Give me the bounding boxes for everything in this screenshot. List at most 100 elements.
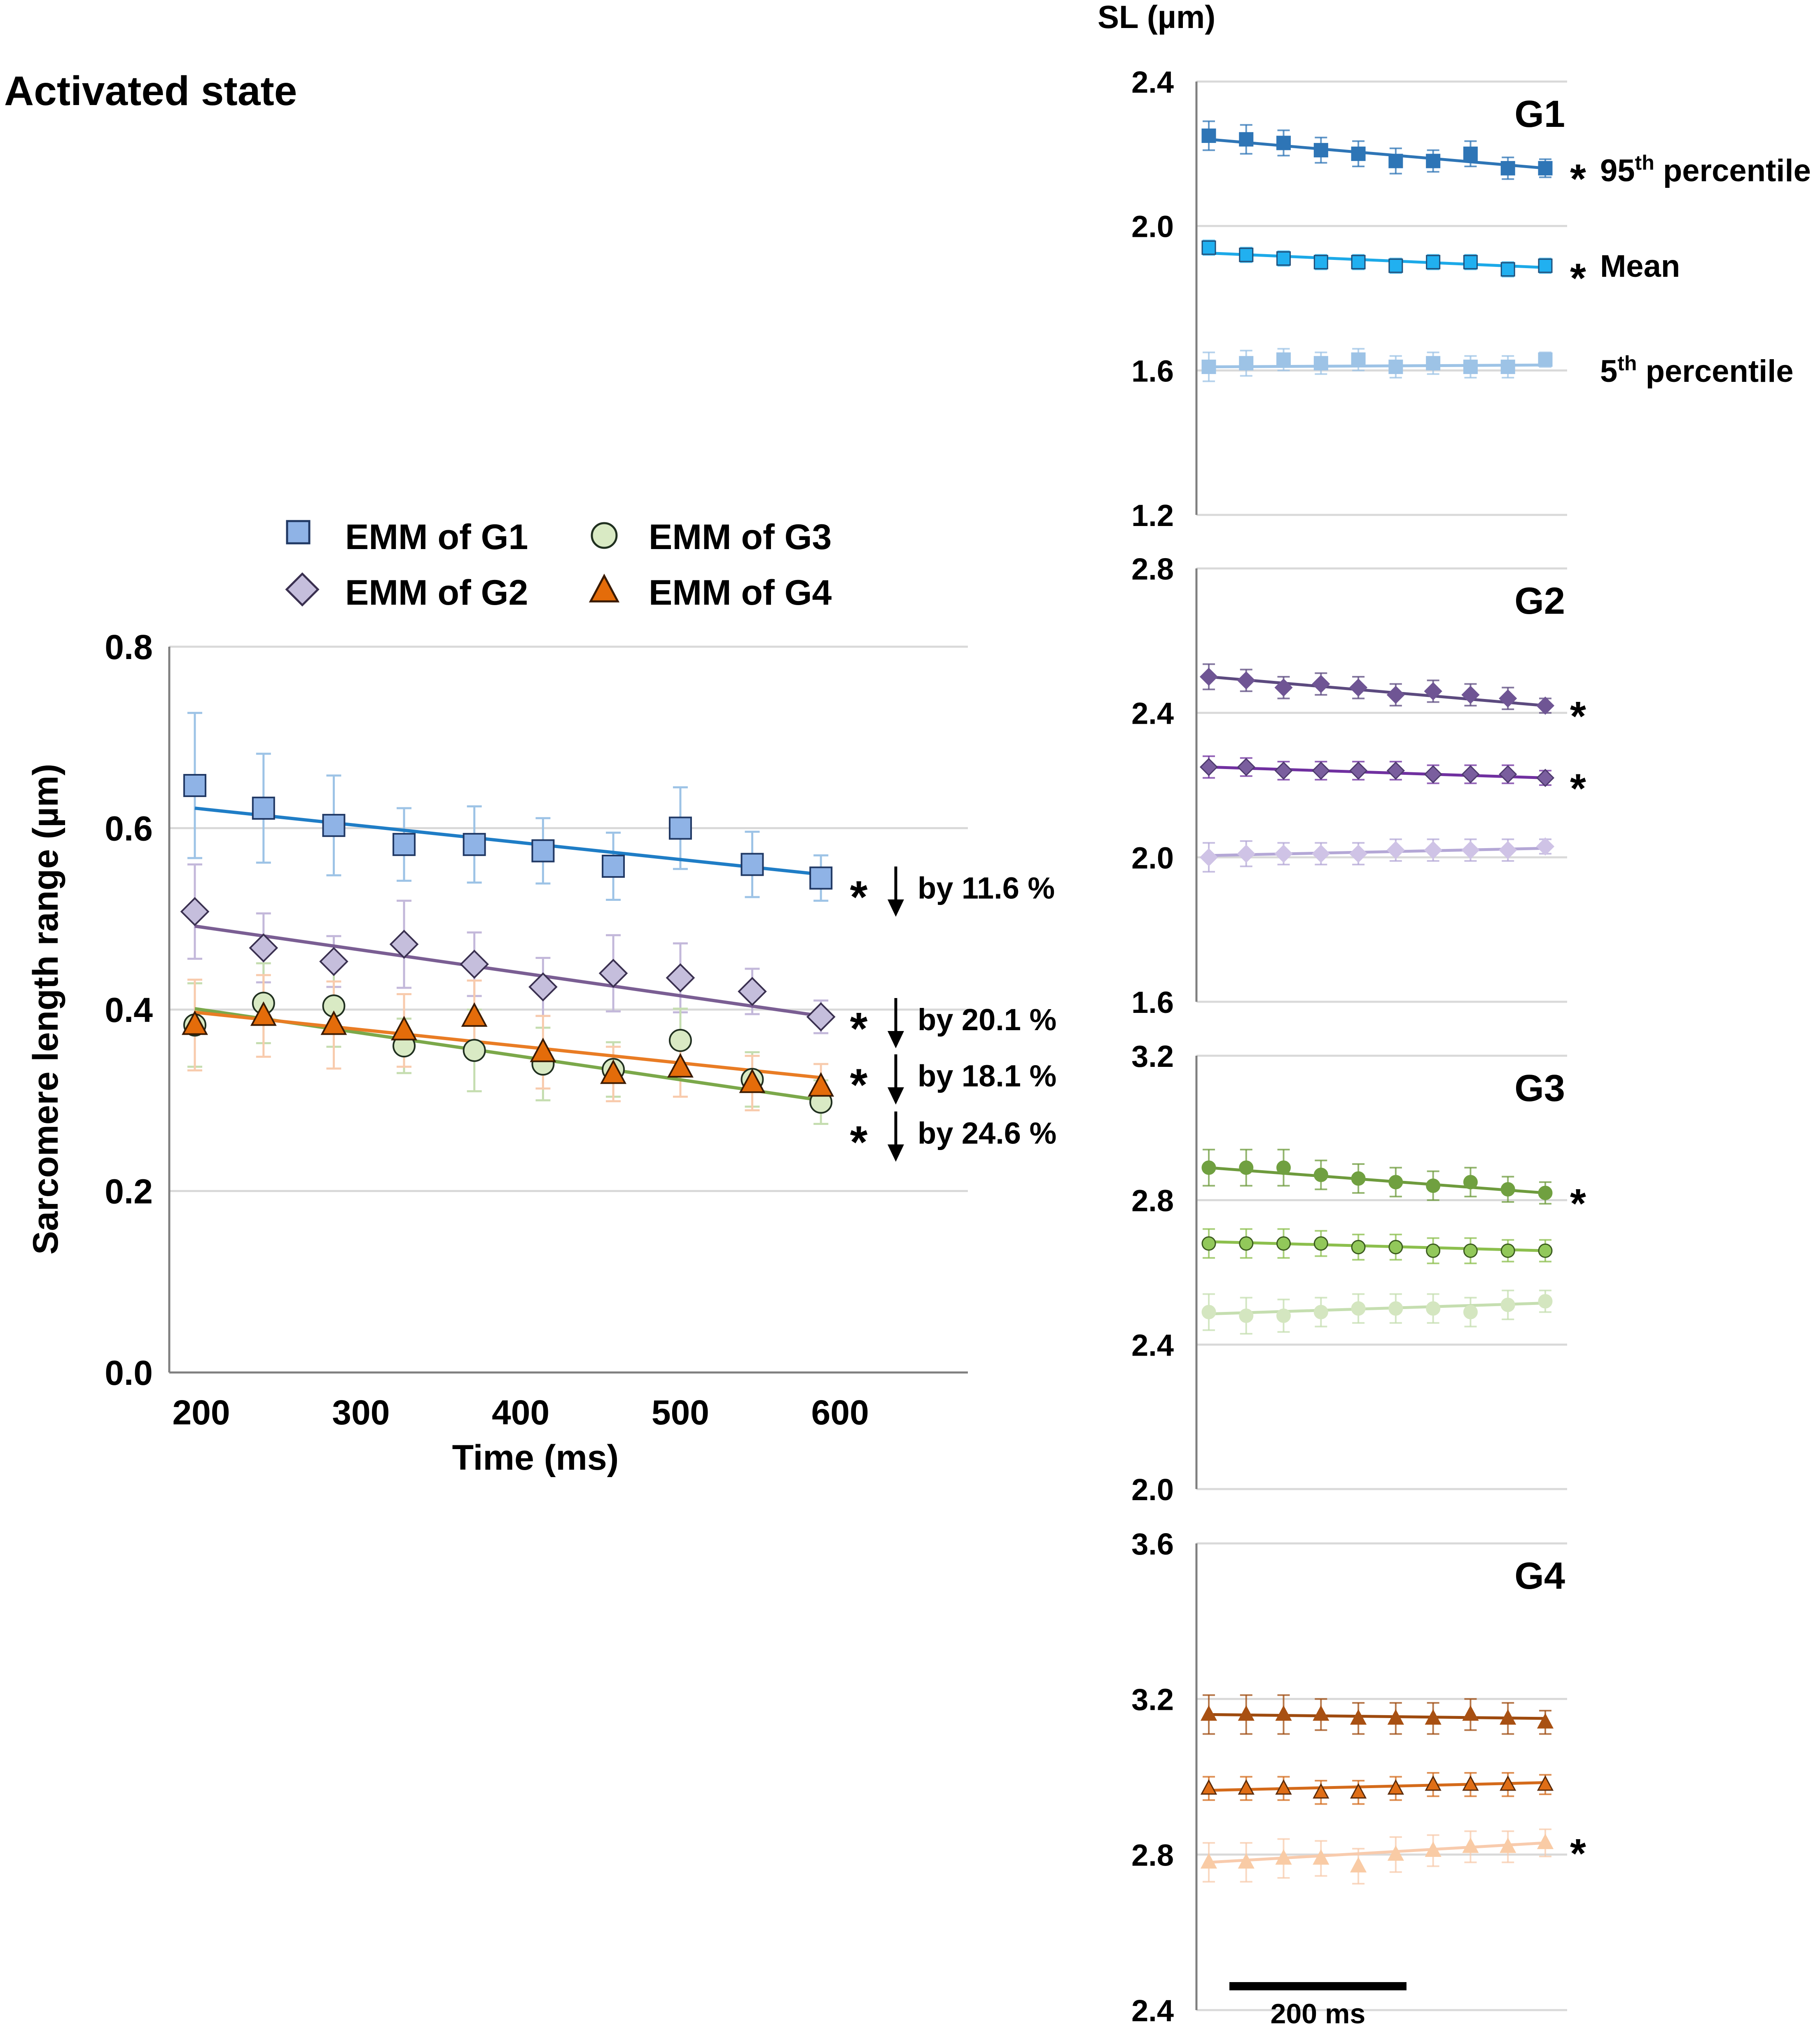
panel-data-point [1500, 360, 1515, 374]
panel-data-point [1239, 1308, 1254, 1323]
main-points-triangle [182, 1001, 834, 1097]
panel-data-point [1239, 356, 1254, 371]
panel-data-point [1351, 1171, 1366, 1186]
label-5-number: 5 [1600, 354, 1617, 389]
main-data-point [461, 1002, 488, 1027]
panel-data-point [1313, 143, 1328, 158]
panel-data-point [1276, 136, 1291, 150]
main-data-point [460, 949, 489, 979]
panel-data-point [1276, 251, 1291, 266]
panel-data-point [1200, 1705, 1217, 1721]
panel-data-point [1276, 1160, 1291, 1175]
panel-g2: 1.6 2.0 2.4 2.8 G2 * * [1131, 552, 1586, 1019]
scale-bar: 200 ms [1229, 1982, 1406, 2027]
main-data-point [668, 816, 692, 840]
main-fit-line-square [194, 807, 821, 876]
panel-g3: 2.0 2.4 2.8 3.2 G3 * [1131, 1039, 1586, 1507]
panel-fit-line [1208, 363, 1546, 369]
panel-data-point [1500, 262, 1515, 277]
main-data-point [391, 1016, 418, 1040]
panel-data-point [1426, 154, 1441, 168]
panel-y-tick-label: 3.6 [1131, 1527, 1174, 1561]
panel-series-mean: * [1201, 239, 1586, 301]
panel-data-point [1500, 1182, 1515, 1197]
panel-title: G2 [1514, 580, 1565, 622]
panel-data-point [1200, 1779, 1217, 1795]
panel-g1: 1.21.62.02.4G1** [1131, 65, 1586, 533]
panel-data-point [1237, 671, 1255, 690]
legend-square-marker [286, 520, 311, 545]
panel-data-point [1313, 255, 1328, 269]
series-label-mean: Mean [1600, 249, 1680, 284]
panel-data-point [1350, 1857, 1367, 1873]
main-data-point [738, 977, 767, 1006]
main-data-point [667, 1053, 694, 1078]
annotation-text: by 18.1 % [918, 1059, 1056, 1093]
panel-data-point [1201, 360, 1216, 374]
panel-data-point [1386, 685, 1405, 704]
panel-data-point [1313, 1705, 1329, 1721]
panel-fit-line [1208, 1713, 1546, 1720]
panel-y-tick-label: 2.0 [1131, 210, 1174, 244]
panel-data-point [1238, 1779, 1255, 1795]
panel-data-point [1461, 685, 1480, 704]
panel-data-point [1201, 129, 1216, 143]
main-x-tick-label: 200 [172, 1393, 230, 1432]
panel-data-point [1386, 841, 1405, 859]
panel-data-point [1500, 1775, 1516, 1791]
panel-data-point [1275, 1849, 1292, 1865]
panel-fit-line [1208, 675, 1546, 707]
label-5-text: percentile [1637, 354, 1793, 389]
panel-data-point [1351, 146, 1366, 161]
legend-label-g4: EMM of G4 [649, 573, 832, 613]
panel-title: G1 [1514, 93, 1565, 135]
legend-label-g3: EMM of G3 [649, 517, 832, 557]
panel-series-mean [1200, 1772, 1554, 1805]
panel-significance-star: * [1570, 255, 1586, 301]
main-y-tick-label: 0.8 [105, 628, 153, 666]
label-95-text: percentile [1654, 153, 1811, 188]
panel-y-tick-label: 2.4 [1131, 1328, 1174, 1362]
panel-data-point [1313, 1236, 1328, 1251]
panel-data-point [1538, 161, 1553, 175]
main-data-point [183, 774, 207, 797]
legend-triangle-marker [589, 573, 620, 603]
panel-data-point [1275, 1705, 1292, 1721]
panel-data-point [1274, 844, 1293, 863]
legend: EMM of G1 EMM of G3 EMM of G2 EMM of G4 [285, 517, 832, 613]
main-data-point [250, 1001, 277, 1026]
panel-data-point [1239, 132, 1254, 147]
annotation-arrow-head [888, 1031, 904, 1049]
svg-text:5th percentile: 5th percentile [1600, 352, 1794, 389]
legend-item-g1: EMM of G1 [286, 517, 528, 557]
panel-y-tick-label: 1.6 [1131, 354, 1174, 388]
panel-data-point [1536, 837, 1555, 856]
panel-data-point [1239, 1160, 1254, 1175]
panel-data-point [1199, 848, 1218, 867]
panel-y-tick-label: 3.2 [1131, 1683, 1174, 1717]
main-data-point [598, 959, 628, 988]
panel-y-tick-label: 2.4 [1131, 697, 1174, 731]
panel-data-point [1426, 1243, 1441, 1258]
main-data-point [320, 1010, 347, 1035]
panel-y-tick-label: 1.6 [1131, 985, 1174, 1019]
annotation-star: * [850, 1003, 868, 1054]
panel-data-point [1199, 758, 1218, 776]
main-x-tick-label: 600 [811, 1393, 869, 1432]
panel-data-point [1386, 761, 1405, 780]
legend-label-g2: EMM of G2 [345, 573, 528, 613]
panel-data-point [1536, 697, 1555, 715]
label-5-superscript: th [1617, 352, 1637, 375]
panel-data-point [1425, 1775, 1442, 1791]
panel-data-point [1500, 1298, 1515, 1312]
legend-diamond-marker [285, 572, 320, 607]
panel-data-point [1424, 841, 1442, 859]
legend-item-g4: EMM of G4 [589, 573, 832, 613]
legend-item-g3: EMM of G3 [591, 517, 832, 557]
main-fit-line-diamond [194, 924, 821, 1018]
panel-data-point [1538, 1243, 1553, 1258]
panel-data-point [1462, 1705, 1479, 1721]
panel-data-point [1536, 769, 1555, 787]
panel-data-point [1239, 248, 1254, 262]
panel-data-point [1538, 1294, 1553, 1309]
